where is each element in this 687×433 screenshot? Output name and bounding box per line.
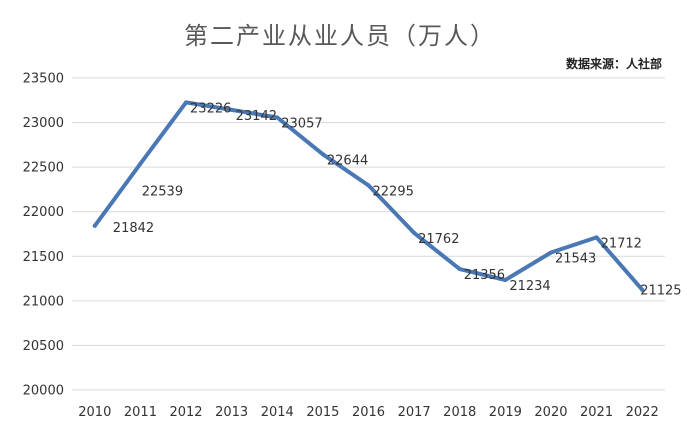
- data-label: 21842: [113, 221, 154, 236]
- data-label: 22539: [142, 185, 183, 200]
- x-tick-label: 2015: [306, 405, 339, 420]
- y-tick-label: 22500: [23, 161, 64, 176]
- y-tick-label: 22000: [23, 205, 64, 220]
- data-point: [640, 287, 645, 292]
- data-label: 21234: [509, 279, 550, 294]
- data-label: 21125: [640, 284, 681, 299]
- x-tick-label: 2010: [78, 405, 111, 420]
- y-tick-label: 20500: [23, 339, 64, 354]
- x-tick-label: 2016: [352, 405, 385, 420]
- x-tick-label: 2018: [443, 405, 476, 420]
- data-label: 21762: [418, 232, 459, 247]
- y-tick-label: 20000: [23, 384, 64, 399]
- x-tick-label: 2017: [398, 405, 431, 420]
- data-source-note: 数据来源：人社部: [566, 56, 662, 71]
- data-labels: 21842 22539 23226 23142 23057 22644 22295 21762…: [113, 101, 682, 298]
- data-label: 21356: [464, 268, 505, 283]
- gridlines: [72, 77, 665, 391]
- y-tick-label: 21000: [23, 294, 64, 309]
- x-tick-label: 2012: [169, 405, 202, 420]
- data-point: [503, 277, 508, 282]
- x-tick-label: 2019: [489, 405, 522, 420]
- data-point: [184, 100, 189, 105]
- data-label: 23142: [236, 109, 277, 124]
- data-point: [229, 107, 234, 112]
- y-tick-label: 23000: [23, 116, 64, 131]
- data-point: [138, 161, 143, 166]
- x-tick-label: 2021: [580, 405, 613, 420]
- data-point: [594, 235, 599, 240]
- data-label: 21712: [601, 236, 642, 251]
- data-label: 23226: [190, 101, 231, 116]
- x-tick-label: 2011: [124, 405, 157, 420]
- data-point: [412, 230, 417, 235]
- series-line-group: [92, 100, 645, 292]
- data-label: 23057: [281, 116, 322, 131]
- data-label: 22644: [327, 153, 368, 168]
- data-label: 21543: [555, 251, 596, 266]
- y-axis-ticks: 20000 20500 21000 21500 22000 22500 23000 23500: [23, 72, 64, 399]
- data-point: [92, 223, 97, 228]
- x-tick-label: 2020: [534, 405, 567, 420]
- x-tick-label: 2013: [215, 405, 248, 420]
- data-point: [275, 115, 280, 120]
- x-tick-label: 2014: [261, 405, 294, 420]
- y-tick-label: 21500: [23, 250, 64, 265]
- data-point: [366, 183, 371, 188]
- chart-title: 第二产业从业人员（万人）: [184, 22, 496, 50]
- data-point: [320, 152, 325, 157]
- y-tick-label: 23500: [23, 72, 64, 87]
- data-point: [457, 267, 462, 272]
- x-tick-label: 2022: [626, 405, 659, 420]
- data-point: [548, 250, 553, 255]
- x-axis-ticks: 2010 2011 2012 2013 2014 2015 2016 2017 2018 2019…: [78, 405, 658, 420]
- data-label: 22295: [373, 184, 414, 199]
